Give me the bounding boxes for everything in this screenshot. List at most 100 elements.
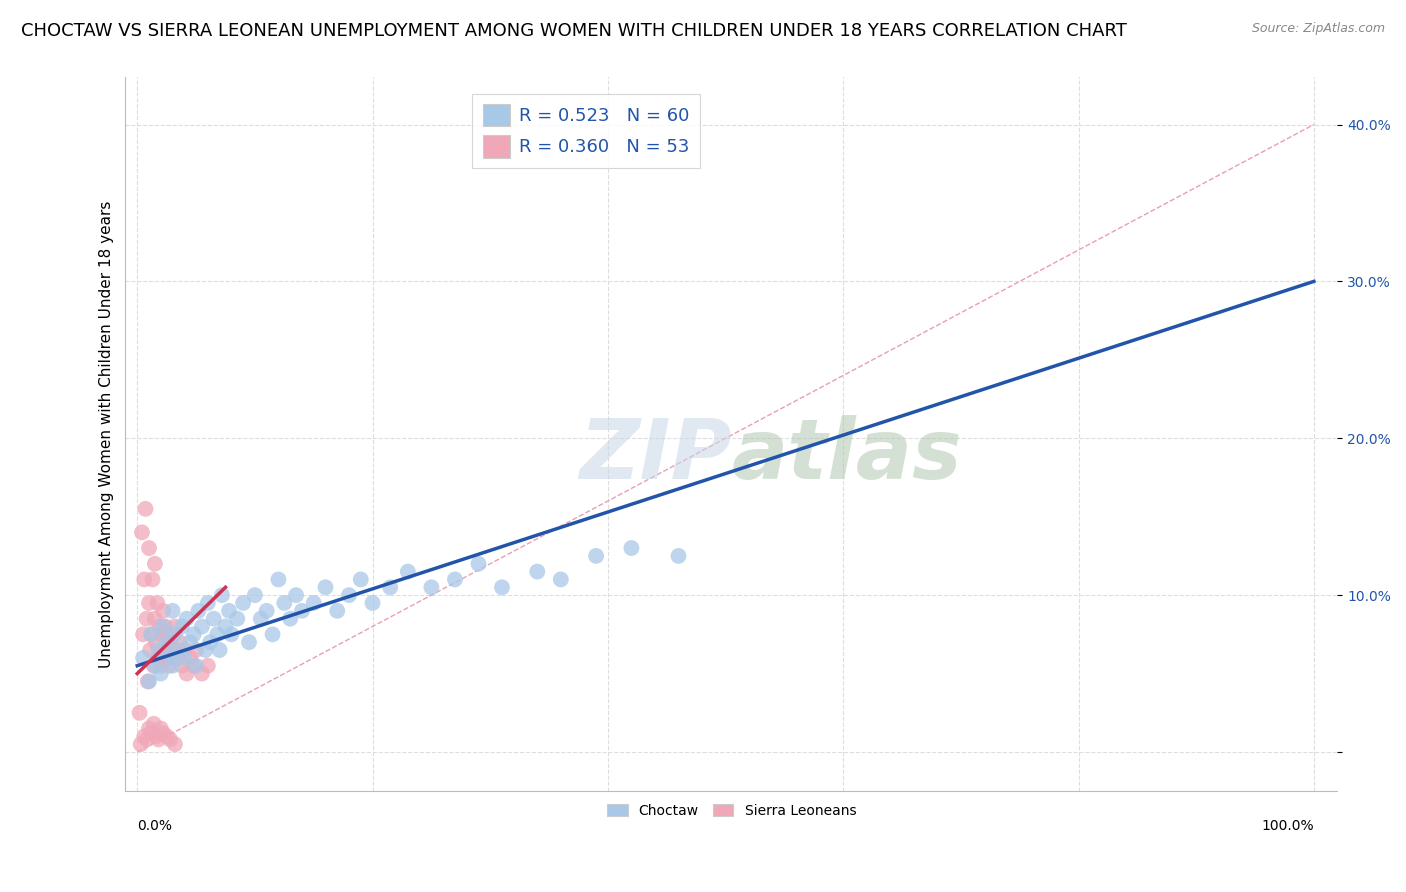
Point: [202, 612, 225, 626]
Point: [136, 674, 159, 689]
Point: [267, 573, 290, 587]
Point: [148, 732, 170, 747]
Point: [396, 565, 419, 579]
Point: [169, 635, 191, 649]
Point: [176, 666, 198, 681]
Point: [138, 674, 160, 689]
Point: [184, 658, 207, 673]
Point: [380, 580, 402, 594]
Text: 0.0%: 0.0%: [138, 820, 173, 833]
Point: [191, 619, 214, 633]
Text: Source: ZipAtlas.com: Source: ZipAtlas.com: [1251, 22, 1385, 36]
Point: [278, 612, 301, 626]
Point: [232, 596, 254, 610]
Point: [291, 604, 314, 618]
Point: [218, 604, 240, 618]
Point: [162, 658, 184, 673]
Point: [170, 658, 193, 673]
Legend: Choctaw, Sierra Leoneans: Choctaw, Sierra Leoneans: [602, 798, 862, 823]
Point: [243, 588, 266, 602]
Point: [163, 627, 186, 641]
Point: [238, 635, 260, 649]
Point: [156, 635, 179, 649]
Point: [159, 635, 181, 649]
Point: [350, 573, 373, 587]
Point: [138, 541, 160, 555]
Point: [155, 619, 177, 633]
Point: [135, 612, 157, 626]
Point: [620, 541, 643, 555]
Point: [142, 716, 165, 731]
Point: [156, 651, 179, 665]
Point: [167, 643, 190, 657]
Point: [249, 612, 271, 626]
Point: [173, 651, 195, 665]
Point: [163, 619, 186, 633]
Point: [467, 557, 489, 571]
Point: [156, 729, 179, 743]
Point: [208, 643, 231, 657]
Point: [191, 666, 214, 681]
Point: [173, 643, 195, 657]
Point: [491, 580, 513, 594]
Point: [148, 651, 170, 665]
Point: [163, 737, 186, 751]
Point: [183, 627, 205, 641]
Point: [285, 588, 308, 602]
Point: [179, 635, 201, 649]
Point: [153, 643, 176, 657]
Point: [197, 596, 219, 610]
Point: [141, 573, 163, 587]
Point: [420, 580, 443, 594]
Point: [194, 643, 217, 657]
Point: [444, 573, 467, 587]
Point: [149, 658, 172, 673]
Point: [157, 658, 180, 673]
Point: [134, 501, 156, 516]
Point: [141, 627, 163, 641]
Point: [132, 651, 155, 665]
Point: [226, 612, 249, 626]
Point: [139, 643, 162, 657]
Point: [183, 658, 205, 673]
Point: [129, 737, 152, 751]
Point: [135, 732, 157, 747]
Point: [145, 635, 167, 649]
Point: [134, 729, 156, 743]
Point: [162, 604, 184, 618]
Point: [221, 627, 243, 641]
Point: [262, 627, 284, 641]
Point: [315, 580, 337, 594]
Point: [337, 588, 360, 602]
Point: [184, 643, 207, 657]
Point: [152, 619, 174, 633]
Point: [214, 619, 236, 633]
Point: [150, 627, 173, 641]
Point: [159, 732, 181, 747]
Point: [668, 549, 690, 563]
Point: [156, 627, 179, 641]
Point: [148, 643, 170, 657]
Point: [302, 596, 325, 610]
Point: [146, 596, 169, 610]
Text: CHOCTAW VS SIERRA LEONEAN UNEMPLOYMENT AMONG WOMEN WITH CHILDREN UNDER 18 YEARS : CHOCTAW VS SIERRA LEONEAN UNEMPLOYMENT A…: [21, 22, 1128, 40]
Point: [138, 596, 160, 610]
Point: [179, 651, 201, 665]
Point: [176, 612, 198, 626]
Point: [198, 635, 221, 649]
Point: [143, 557, 166, 571]
Text: 100.0%: 100.0%: [1261, 820, 1313, 833]
Point: [207, 627, 229, 641]
Point: [162, 643, 184, 657]
Point: [143, 612, 166, 626]
Y-axis label: Unemployment Among Women with Children Under 18 years: Unemployment Among Women with Children U…: [100, 201, 114, 668]
Point: [143, 658, 166, 673]
Point: [132, 627, 155, 641]
Point: [166, 651, 188, 665]
Point: [149, 666, 172, 681]
Point: [141, 627, 163, 641]
Point: [141, 726, 163, 740]
Point: [170, 619, 193, 633]
Point: [159, 651, 181, 665]
Point: [256, 604, 278, 618]
